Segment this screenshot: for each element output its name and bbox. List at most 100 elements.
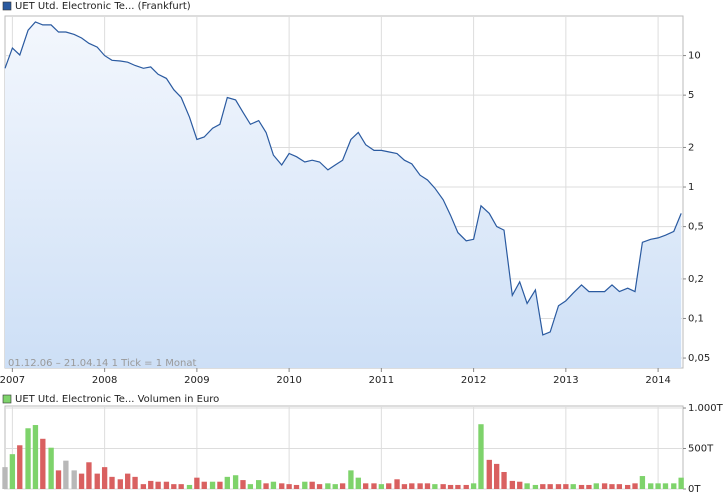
volume-bar (94, 473, 100, 489)
volume-bar (71, 470, 77, 489)
volume-bar (32, 425, 39, 489)
x-tick-label: 2007 (0, 375, 25, 386)
x-tick-label: 2012 (461, 375, 486, 386)
legend-swatch (2, 1, 12, 11)
volume-bar (78, 473, 85, 489)
volume-bar (186, 484, 193, 489)
volume-bar (363, 483, 369, 489)
y-tick-label: 0,5 (688, 222, 704, 233)
legend-label: UET Utd. Electronic Te... Volumen in Eur… (15, 394, 219, 405)
volume-bar (517, 481, 523, 489)
x-tick-label: 2010 (276, 375, 301, 386)
volume-bar (125, 473, 131, 489)
volume-bar (247, 484, 254, 489)
volume-bar (409, 483, 415, 489)
volume-bar (563, 484, 569, 489)
volume-bar (570, 484, 576, 489)
y-tick-label: 0,1 (688, 313, 704, 324)
volume-bar (540, 484, 546, 489)
volume-bar (478, 424, 484, 489)
volume-bar (486, 459, 492, 489)
volume-bar (424, 483, 431, 489)
volume-bar (9, 454, 16, 489)
volume-bar (671, 483, 677, 489)
volume-bar (532, 484, 539, 489)
volume-bar (593, 483, 599, 489)
volume-bar (578, 484, 585, 489)
y-tick-label: 1.000T (688, 403, 724, 414)
volume-bar (601, 483, 608, 489)
volume-bar (470, 483, 477, 489)
x-tick-label: 2014 (645, 375, 670, 386)
volume-bar (440, 484, 446, 489)
volume-bar (648, 483, 654, 489)
volume-bar (609, 484, 615, 489)
volume-bar (40, 438, 46, 489)
volume-bar (17, 445, 23, 489)
volume-bar (270, 481, 277, 489)
volume-bar (224, 476, 230, 489)
volume-bar (86, 462, 92, 489)
volume-bar (25, 428, 31, 489)
legend-swatch (2, 394, 12, 404)
volume-bar (286, 484, 292, 489)
x-tick-label: 2013 (553, 375, 578, 386)
volume-bar (148, 480, 154, 489)
volume-bar (325, 483, 331, 489)
volume-bar (232, 475, 239, 489)
volume-bar (386, 483, 392, 489)
volume-bar (355, 477, 361, 489)
volume-bar (217, 481, 223, 489)
volume-bar (348, 470, 354, 489)
x-tick-label: 2008 (92, 375, 117, 386)
price-line (4, 21, 682, 336)
volume-bar (586, 484, 592, 489)
y-tick-label: 1 (688, 182, 694, 193)
volume-bar (632, 483, 638, 489)
plot-frame (4, 405, 684, 490)
volume-bar (555, 484, 562, 489)
volume-bar (263, 483, 269, 489)
volume-bar (371, 483, 377, 489)
volume-bar (48, 447, 54, 489)
volume-bar (432, 484, 438, 489)
y-tick-label: 2 (688, 142, 694, 153)
y-tick-label: 0,2 (688, 274, 704, 285)
volume-bar (417, 483, 423, 489)
volume-bar (201, 481, 207, 489)
volume-bar (493, 463, 500, 489)
y-tick-label: 500T (688, 444, 714, 455)
volume-bar (509, 480, 516, 489)
volume-bar (132, 476, 138, 489)
volume-bar (455, 484, 461, 489)
volume-bar (163, 481, 170, 489)
volume-bar (309, 481, 315, 489)
volume-bar (55, 470, 62, 489)
volume-bar (279, 483, 285, 489)
volume-bar (240, 480, 246, 489)
volume-bar (302, 481, 308, 489)
volume-bar (624, 484, 631, 489)
volume-bar (501, 471, 507, 489)
x-tick-label: 2009 (184, 375, 209, 386)
volume-bar (655, 483, 661, 489)
volume-bar (639, 476, 646, 489)
volume-bar (332, 484, 338, 489)
volume-bar (2, 467, 8, 489)
volume-bar (155, 481, 161, 489)
volume-bar (63, 460, 69, 489)
legend-label: UET Utd. Electronic Te... (Frankfurt) (15, 1, 191, 12)
price-area (5, 22, 682, 368)
volume-bar (194, 477, 200, 489)
volume-bar (463, 484, 469, 489)
volume-bar (662, 483, 669, 489)
volume-bar (256, 480, 262, 489)
annotation: 01.12.06 – 21.04.14 1 Tick = 1 Monat (8, 358, 196, 369)
volume-bar (547, 484, 553, 489)
y-tick-label: 0,05 (688, 353, 710, 364)
volume-bar (101, 467, 108, 489)
y-tick-label: 5 (688, 90, 694, 101)
volume-bar (616, 484, 623, 489)
volume-bar (401, 484, 408, 489)
volume-bar (678, 477, 684, 489)
